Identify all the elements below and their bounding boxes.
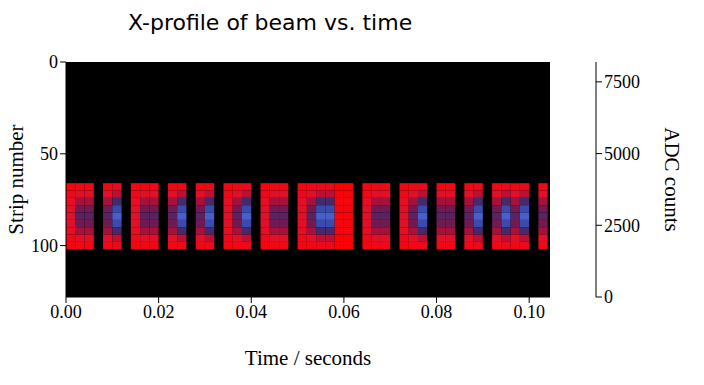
svg-text:0.08: 0.08: [421, 302, 453, 322]
svg-text:Strip number: Strip number: [4, 124, 28, 234]
svg-text:Time / seconds: Time / seconds: [245, 346, 371, 370]
svg-text:0.02: 0.02: [143, 302, 175, 322]
svg-text:50: 50: [40, 144, 58, 164]
svg-text:100: 100: [31, 236, 58, 256]
svg-text:0: 0: [49, 52, 58, 72]
svg-text:0.06: 0.06: [328, 302, 360, 322]
svg-text:2500: 2500: [604, 216, 640, 236]
svg-text:5000: 5000: [604, 144, 640, 164]
svg-text:7500: 7500: [604, 72, 640, 92]
svg-text:0.10: 0.10: [513, 302, 545, 322]
svg-text:0.00: 0.00: [50, 302, 82, 322]
html-text:X-profile of beam vs. time: X-profile of beam vs. time: [128, 10, 413, 35]
svg-text:0: 0: [604, 287, 613, 307]
svg-text:0.04: 0.04: [236, 302, 268, 322]
svg-text:ADC counts: ADC counts: [660, 127, 684, 231]
